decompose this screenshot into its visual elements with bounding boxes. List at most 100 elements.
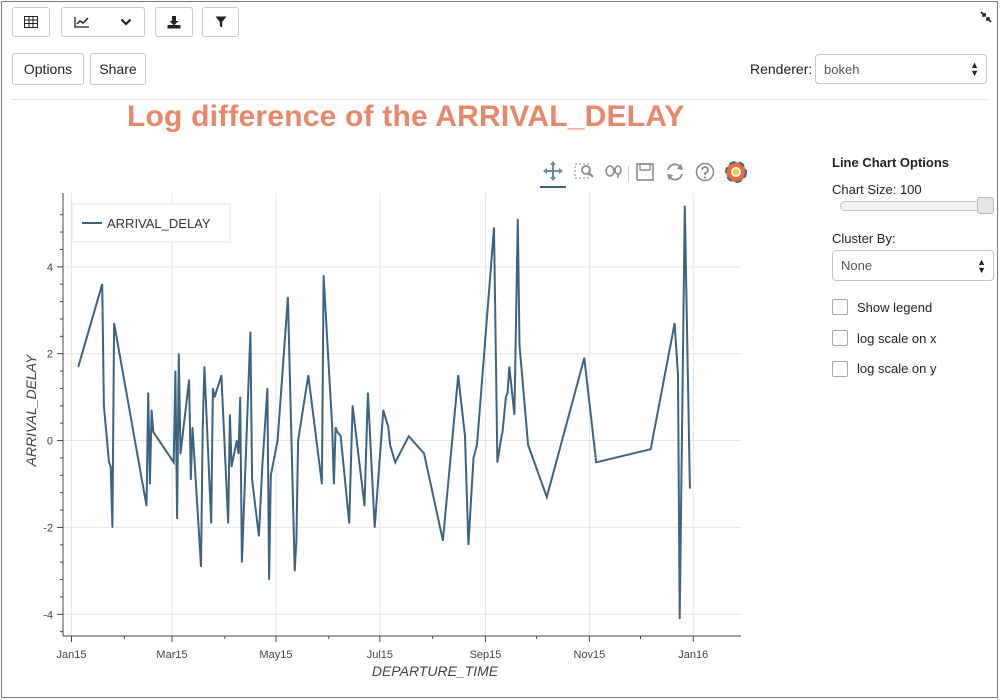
- x-tick-label: Jan15: [57, 649, 87, 661]
- data-point: [261, 466, 263, 468]
- data-point: [101, 283, 103, 285]
- data-point: [500, 440, 502, 442]
- data-point: [333, 483, 335, 485]
- data-point: [677, 374, 679, 376]
- data-point: [176, 518, 178, 520]
- tool-separator: [628, 166, 629, 182]
- data-point: [472, 457, 475, 459]
- data-point: [229, 413, 231, 416]
- data-point: [258, 535, 260, 537]
- data-point: [518, 344, 521, 346]
- data-point: [188, 379, 190, 381]
- data-point: [212, 387, 214, 389]
- x-tick-label: May15: [259, 649, 292, 661]
- data-point: [178, 353, 180, 355]
- cluster-by-value: None: [841, 258, 873, 273]
- help-tool[interactable]: [692, 160, 718, 188]
- data-point: [149, 483, 151, 485]
- data-point: [190, 479, 192, 481]
- data-point: [277, 440, 279, 442]
- bokeh-logo[interactable]: [723, 160, 749, 188]
- wheel-zoom-tool[interactable]: [601, 160, 627, 188]
- data-point: [374, 526, 376, 529]
- data-point: [674, 322, 676, 324]
- data-point: [408, 435, 410, 437]
- data-point: [220, 374, 222, 376]
- data-point: [111, 526, 113, 529]
- x-tick-label: Sep15: [470, 649, 502, 661]
- data-point: [457, 374, 459, 376]
- data-point: [270, 474, 272, 476]
- filter-button[interactable]: [202, 7, 239, 37]
- collapse-button[interactable]: [980, 10, 992, 28]
- data-point: [527, 444, 529, 446]
- pan-tool[interactable]: [540, 160, 566, 188]
- save-icon: [636, 162, 654, 186]
- renderer-value: bokeh: [824, 61, 860, 77]
- data-point: [363, 505, 366, 507]
- data-point: [476, 444, 478, 446]
- data-point: [287, 296, 289, 298]
- data-point: [323, 274, 325, 277]
- show-legend-checkbox[interactable]: [832, 299, 848, 315]
- data-point: [505, 396, 507, 398]
- data-point: [147, 392, 149, 394]
- cluster-by-select[interactable]: None ▲ ▼: [832, 250, 994, 281]
- chart-size-value: 100: [899, 182, 922, 197]
- log-scale-y-checkbox[interactable]: [832, 361, 848, 377]
- x-tick-label: Mar15: [156, 649, 187, 661]
- renderer-select[interactable]: bokeh ▲ ▼: [815, 54, 987, 84]
- data-point: [295, 539, 297, 542]
- data-point: [200, 565, 202, 568]
- log-scale-y-label: log scale on y: [857, 361, 937, 376]
- data-point: [210, 522, 212, 524]
- data-point: [493, 227, 495, 229]
- series-line: [77, 205, 691, 619]
- data-point: [173, 461, 175, 463]
- data-point: [202, 426, 204, 429]
- share-button[interactable]: Share: [90, 53, 146, 85]
- line-chart-icon: [74, 16, 90, 28]
- data-point: [389, 444, 391, 446]
- data-point: [241, 561, 243, 563]
- reset-tool[interactable]: [662, 160, 688, 188]
- data-point: [501, 431, 504, 433]
- data-point: [546, 496, 548, 498]
- table-grid-icon: [24, 16, 38, 28]
- data-point: [496, 461, 498, 463]
- data-point: [335, 426, 337, 429]
- options-panel-title: Line Chart Options: [832, 155, 949, 170]
- data-point: [268, 578, 270, 581]
- y-tick-label: 0: [47, 436, 53, 448]
- options-button[interactable]: Options: [12, 53, 84, 85]
- data-point: [110, 466, 112, 468]
- pan-icon: [543, 160, 563, 186]
- data-point: [679, 618, 681, 620]
- log-scale-x-checkbox[interactable]: [832, 330, 848, 346]
- data-point: [307, 374, 309, 376]
- chart-size-slider[interactable]: [840, 201, 990, 211]
- box-zoom-tool[interactable]: [571, 160, 597, 188]
- data-point: [179, 453, 182, 455]
- data-point: [266, 387, 268, 389]
- y-axis-label: ARRIVAL_DELAY: [23, 353, 39, 467]
- chart-type-dropdown[interactable]: [61, 7, 145, 37]
- data-point: [467, 544, 469, 546]
- data-point: [203, 366, 205, 368]
- chart-size-slider-handle[interactable]: [977, 197, 994, 214]
- download-button[interactable]: [155, 7, 193, 37]
- data-point: [249, 331, 251, 333]
- wheel-zoom-icon: [603, 162, 625, 187]
- data-point: [231, 466, 233, 468]
- select-arrows-icon: ▲ ▼: [970, 60, 979, 78]
- data-point: [382, 409, 384, 411]
- x-tick-label: Jul15: [367, 649, 393, 661]
- data-point: [191, 426, 194, 429]
- table-view-button[interactable]: [12, 7, 50, 37]
- save-tool[interactable]: [632, 160, 658, 188]
- renderer-label: Renderer:: [750, 61, 813, 77]
- data-point: [237, 453, 240, 455]
- data-point: [331, 426, 333, 429]
- data-point: [113, 322, 115, 324]
